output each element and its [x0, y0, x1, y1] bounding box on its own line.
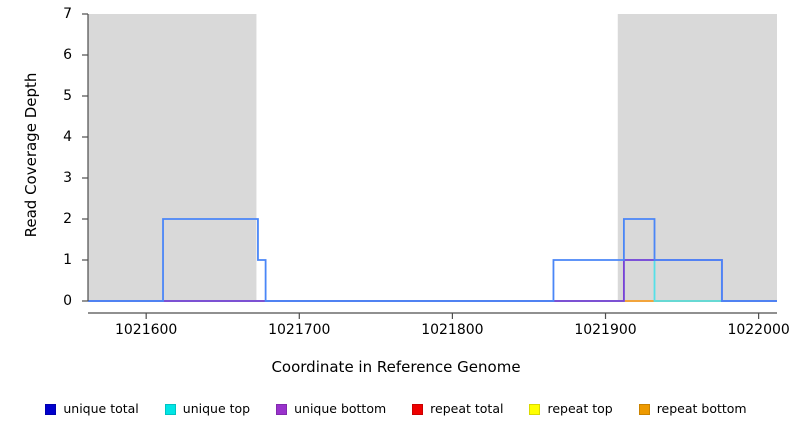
legend-label: repeat total	[430, 400, 504, 416]
legend-label: unique total	[63, 400, 139, 416]
legend-swatch-icon	[529, 403, 541, 415]
y-tick-label-text: 3	[63, 170, 72, 186]
repeat-region-right	[617, 14, 777, 301]
legend-label: repeat bottom	[656, 400, 747, 416]
legend-item-repeat-top[interactable]: repeat top	[529, 400, 613, 416]
legend-swatch-icon	[412, 403, 424, 415]
x-tick-label-1021900: 1021900	[574, 322, 637, 338]
x-tick-label-1021700: 1021700	[268, 322, 331, 338]
x-tick-label-1022000: 1022000	[727, 322, 790, 338]
legend-swatch-icon	[276, 403, 288, 415]
x-tick-label-1021600: 1021600	[114, 322, 178, 338]
y-tick-label-7: 7	[38, 7, 72, 21]
y-tick-label-0: 0	[38, 294, 72, 308]
shaded-regions-layer	[88, 14, 777, 301]
y-tick-label-6: 6	[38, 48, 72, 62]
axis-layer	[82, 13, 777, 319]
legend-item-unique-top[interactable]: unique top	[164, 400, 251, 416]
y-tick-label-3: 3	[38, 171, 72, 185]
series-line-unique-total	[88, 218, 777, 302]
x-tick-label-1021800: 1021800	[421, 322, 484, 338]
y-tick-label-text: 2	[63, 211, 72, 227]
legend-item-unique-total[interactable]: unique total	[45, 400, 139, 416]
legend-item-repeat-total[interactable]: repeat total	[412, 400, 504, 416]
legend-swatch-icon	[45, 403, 57, 415]
legend-swatch-icon	[638, 403, 650, 415]
y-tick-label-text: 5	[63, 88, 72, 104]
y-tick-label-2: 2	[38, 212, 72, 226]
legend-label: repeat top	[547, 400, 613, 416]
y-tick-label-text: 1	[63, 252, 72, 268]
y-tick-label-4: 4	[38, 130, 72, 144]
y-tick-label-text: 4	[63, 129, 72, 145]
y-tick-label-5: 5	[38, 89, 72, 103]
y-tick-label-text: 6	[63, 47, 72, 63]
legend-label: unique bottom	[294, 400, 387, 416]
y-tick-label-1: 1	[38, 253, 72, 267]
legend-item-repeat-bottom[interactable]: repeat bottom	[638, 400, 747, 416]
y-tick-label-text: 7	[63, 6, 72, 22]
repeat-region-left	[88, 14, 257, 301]
series-layer	[88, 218, 777, 302]
legend-label: unique top	[182, 400, 251, 416]
x-axis-title: Coordinate in Reference Genome	[271, 358, 521, 376]
legend-swatch-icon	[164, 403, 176, 415]
legend-item-unique-bottom[interactable]: unique bottom	[276, 400, 387, 416]
chart-legend: unique total unique top unique bottom repea…	[0, 398, 792, 420]
y-tick-label-text: 0	[63, 293, 72, 309]
